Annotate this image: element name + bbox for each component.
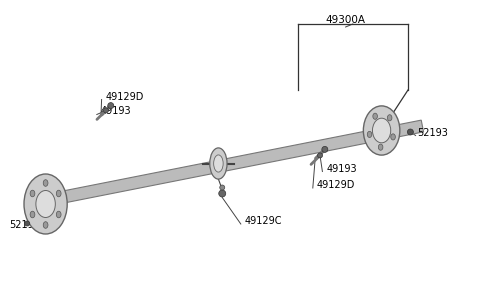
Ellipse shape <box>30 211 35 218</box>
Text: 49300A: 49300A <box>325 15 366 25</box>
Text: 52193: 52193 <box>418 128 448 137</box>
Ellipse shape <box>367 131 372 137</box>
Ellipse shape <box>391 134 396 140</box>
Ellipse shape <box>210 148 227 179</box>
Ellipse shape <box>322 146 328 152</box>
Ellipse shape <box>56 211 61 218</box>
Ellipse shape <box>43 180 48 186</box>
Ellipse shape <box>219 190 226 197</box>
Ellipse shape <box>104 108 108 113</box>
Ellipse shape <box>25 221 30 226</box>
Ellipse shape <box>56 190 61 197</box>
Text: 49129D: 49129D <box>106 92 144 101</box>
Ellipse shape <box>408 129 413 135</box>
Text: 49129C: 49129C <box>245 216 282 226</box>
Polygon shape <box>42 120 423 207</box>
Text: 49193: 49193 <box>326 164 357 173</box>
Ellipse shape <box>387 115 392 121</box>
Ellipse shape <box>24 174 67 234</box>
Ellipse shape <box>108 103 114 109</box>
Ellipse shape <box>214 155 223 172</box>
Ellipse shape <box>318 153 323 158</box>
Ellipse shape <box>363 106 400 155</box>
Text: 52193: 52193 <box>10 220 40 230</box>
Ellipse shape <box>220 185 225 190</box>
Ellipse shape <box>378 144 383 150</box>
Ellipse shape <box>372 118 391 143</box>
Ellipse shape <box>43 222 48 228</box>
Ellipse shape <box>36 190 55 218</box>
Text: 49193: 49193 <box>101 106 132 116</box>
Ellipse shape <box>30 190 35 197</box>
Ellipse shape <box>373 113 377 119</box>
Text: 49129D: 49129D <box>317 180 355 190</box>
